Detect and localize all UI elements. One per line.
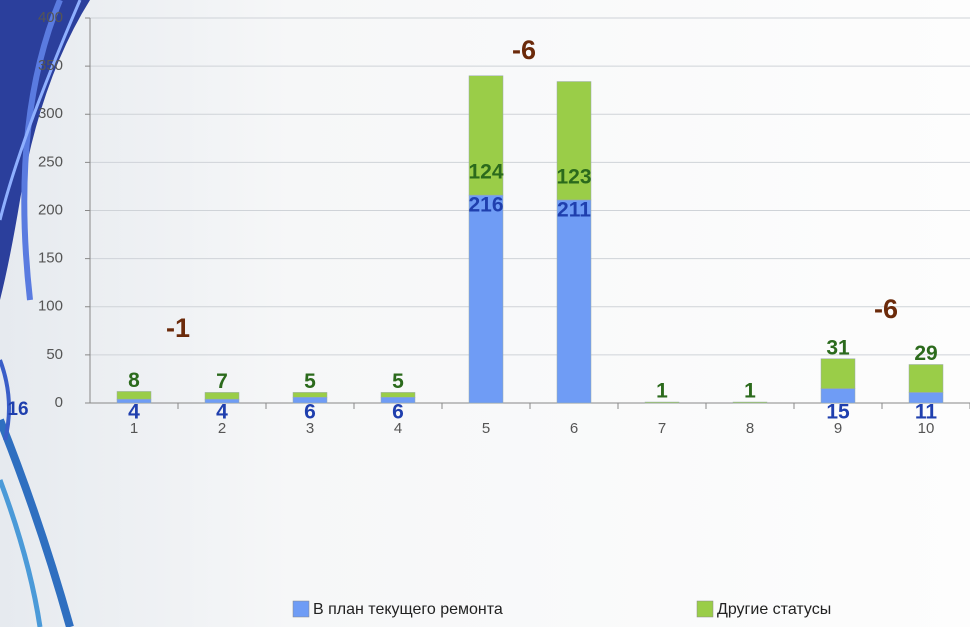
x-tick-label: 2 xyxy=(218,420,226,437)
legend-label: Другие статусы xyxy=(717,601,831,618)
data-label: 31 xyxy=(826,336,850,359)
legend-label: В план текущего ремонта xyxy=(313,601,503,618)
bar-segment xyxy=(732,401,768,404)
x-tick-label: 3 xyxy=(306,420,314,437)
y-tick-label: 0 xyxy=(55,394,63,411)
data-label: 8 xyxy=(128,369,140,392)
y-tick-label: 350 xyxy=(38,57,63,74)
x-tick-label: 7 xyxy=(658,420,666,437)
bar-segment xyxy=(292,392,328,398)
bar-segment xyxy=(908,364,944,393)
y-tick-label: 150 xyxy=(38,250,63,267)
data-label: 6 xyxy=(392,401,404,424)
x-tick-label: 1 xyxy=(130,420,138,437)
annotation: -1 xyxy=(166,313,190,343)
bar-segment xyxy=(468,75,504,196)
y-tick-label: 300 xyxy=(38,105,63,122)
y-tick-label: 250 xyxy=(38,153,63,170)
x-tick-label: 8 xyxy=(746,420,754,437)
decoration xyxy=(0,0,90,629)
y-tick-label: 50 xyxy=(46,346,63,363)
x-tick-label: 5 xyxy=(482,420,490,437)
data-label: 5 xyxy=(392,370,404,393)
annotation: -6 xyxy=(874,294,898,324)
x-tick-label: 6 xyxy=(570,420,578,437)
bar-segment xyxy=(116,391,152,400)
x-tick-label: 9 xyxy=(834,420,842,437)
annotation: 16 xyxy=(7,399,28,420)
bar-segment xyxy=(380,392,416,398)
bar-segment xyxy=(468,194,504,404)
x-tick-label: 10 xyxy=(918,420,935,437)
y-tick-label: 100 xyxy=(38,298,63,315)
data-label: 15 xyxy=(826,401,850,424)
data-label: 123 xyxy=(556,165,591,188)
legend-swatch xyxy=(696,600,714,618)
data-label: 211 xyxy=(557,198,591,221)
annotation: -6 xyxy=(512,35,536,65)
data-label: 5 xyxy=(304,370,316,393)
data-label: 4 xyxy=(128,401,140,424)
x-tick-label: 4 xyxy=(394,420,402,437)
y-tick-label: 200 xyxy=(38,201,63,218)
data-label: 6 xyxy=(304,401,316,424)
data-label: 1 xyxy=(744,380,756,403)
y-tick-label: 400 xyxy=(38,9,63,26)
legend-swatch xyxy=(292,600,310,618)
data-label: 11 xyxy=(915,401,938,424)
data-label: 4 xyxy=(216,401,228,424)
bar-segment xyxy=(556,81,592,201)
bar-segment xyxy=(820,358,856,389)
bar-segment xyxy=(556,199,592,404)
data-label: 29 xyxy=(914,342,937,365)
data-label: 124 xyxy=(468,161,503,184)
bar-segment xyxy=(204,392,240,400)
data-label: 1 xyxy=(656,380,668,403)
data-label: 7 xyxy=(216,370,228,393)
data-label: 216 xyxy=(468,194,503,217)
bar-segment xyxy=(644,401,680,404)
